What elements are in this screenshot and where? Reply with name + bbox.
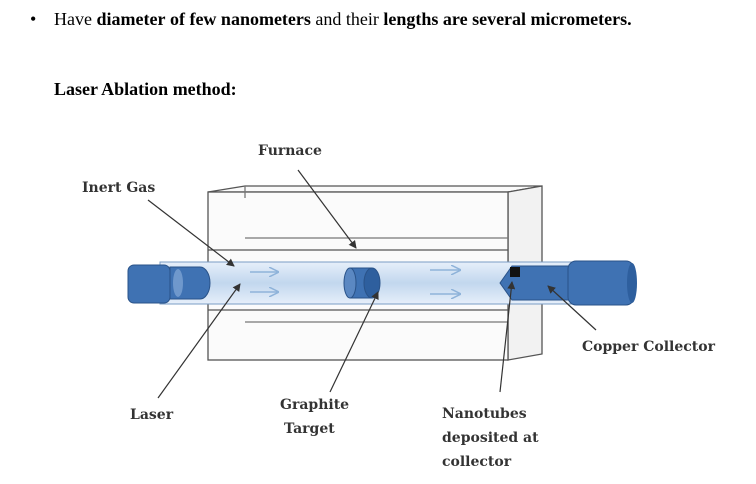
pointer-lines [147,169,597,399]
bullet-dot: • [30,9,37,29]
inlet-cap [127,264,211,304]
section-heading: Laser Ablation method: [54,79,237,99]
bullet-part: lengths are several micrometers. [383,9,632,29]
bullet-part: Have [54,9,97,29]
graphite-target [343,267,381,299]
copper-collector [499,260,637,306]
label-inert-gas: Inert Gas [82,180,155,196]
furnace-pointer [297,169,357,249]
label-nanotubes-line3: collector [442,454,512,470]
copper-collector-pointer [547,285,597,331]
gas-flow-arrows [250,270,460,294]
label-nanotubes-line2: deposited at [442,430,539,446]
label-graphite-line1: Graphite [280,397,349,413]
nanotubes-pointer [499,281,516,393]
bullet-part: diameter [96,9,166,29]
bullet-part: and their [310,9,384,29]
graphite-target-pointer [329,291,379,393]
bullet-part: of few nanometers [169,9,311,29]
bullet-text: Have diameter of few nanometers and thei… [54,6,714,32]
label-copper-collector: Copper Collector [582,339,716,355]
label-graphite-line2: Target [284,421,335,437]
label-furnace: Furnace [258,143,322,159]
inert-gas-pointer [147,199,235,267]
label-nanotubes-line1: Nanotubes [442,406,527,422]
label-laser: Laser [130,407,174,423]
nanotube-deposit [510,267,520,277]
laser-pointer [157,283,241,399]
